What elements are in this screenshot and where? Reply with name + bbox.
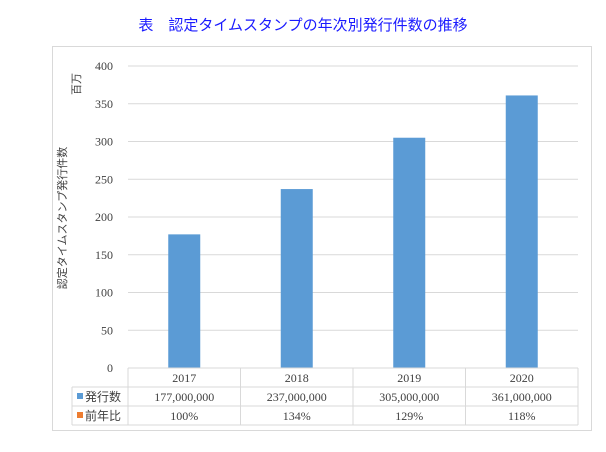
- y-tick-label: 150: [95, 248, 113, 262]
- x-tick-label: 2020: [510, 371, 534, 385]
- chart-frame: [52, 46, 592, 431]
- y-tick-label: 250: [95, 172, 113, 186]
- y-tick-label: 400: [95, 59, 113, 73]
- table-cell: 177,000,000: [154, 390, 214, 404]
- bar-2020: [505, 95, 538, 368]
- y-tick-label: 350: [95, 97, 113, 111]
- table-cell: 100%: [170, 409, 198, 423]
- table-cell: 134%: [283, 409, 311, 423]
- table-cell: 361,000,000: [492, 390, 552, 404]
- table-cell: 129%: [395, 409, 423, 423]
- table-cell: 118%: [508, 409, 536, 423]
- table-cell: 305,000,000: [379, 390, 439, 404]
- y-unit-label: 百万: [70, 73, 83, 95]
- y-tick-label: 300: [95, 135, 113, 149]
- legend-swatch-前年比: [77, 412, 83, 418]
- y-tick-label: 0: [107, 361, 113, 375]
- x-tick-label: 2017: [172, 371, 196, 385]
- bar-2017: [168, 234, 201, 368]
- y-axis-title: 認定タイムスタンプ発行件数: [55, 147, 69, 289]
- bar-2018: [280, 189, 313, 368]
- bar-2019: [393, 137, 426, 368]
- y-tick-label: 200: [95, 210, 113, 224]
- table-row-label: 発行数: [85, 389, 121, 404]
- chart-title: 表 認定タイムスタンプの年次別発行件数の推移: [138, 16, 468, 34]
- y-tick-label: 100: [95, 286, 113, 300]
- table-cell: 237,000,000: [267, 390, 327, 404]
- x-tick-label: 2018: [285, 371, 309, 385]
- legend-swatch-発行数: [77, 393, 83, 399]
- x-tick-label: 2019: [397, 371, 421, 385]
- y-tick-label: 50: [101, 323, 113, 337]
- table-row-label: 前年比: [85, 408, 121, 423]
